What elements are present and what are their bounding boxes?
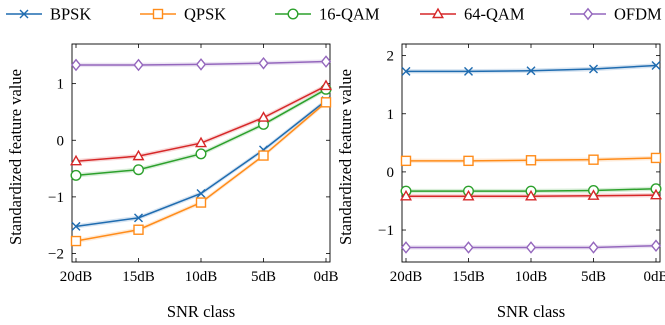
data-point — [401, 66, 411, 76]
series-bpsk — [71, 96, 331, 231]
y-tick-label: 1 — [57, 77, 65, 93]
legend-marker-64-qam — [432, 7, 444, 19]
data-point — [650, 239, 662, 253]
legend-item-16-qam: 16-QAM — [275, 5, 380, 24]
y-axis-label: Standardized feature value — [336, 69, 355, 245]
x-axis-label: SNR class — [167, 302, 235, 321]
legend-label-16-qam: 16-QAM — [319, 5, 380, 24]
series-64-qam — [70, 79, 332, 166]
x-tick-label: 15dB — [122, 269, 155, 285]
data-point — [132, 149, 145, 161]
legend-marker-16-qam — [287, 8, 299, 20]
legend-marker-ofdm — [582, 7, 594, 21]
x-tick-label: 5dB — [581, 269, 606, 285]
data-point — [195, 197, 207, 208]
x-tick-label: 20dB — [390, 269, 423, 285]
y-tick-label: 0 — [387, 165, 395, 181]
y-tick-label: 0 — [57, 133, 65, 149]
y-tick-label: −1 — [48, 190, 64, 206]
x-tick-label: 20dB — [60, 269, 93, 285]
data-point — [70, 235, 82, 247]
data-point — [463, 155, 474, 167]
legend-label-qpsk: QPSK — [184, 5, 226, 24]
data-point — [70, 154, 82, 166]
data-point — [320, 97, 332, 108]
y-tick-label: 2 — [387, 49, 395, 65]
data-point — [320, 55, 332, 68]
x-tick-label: 10dB — [185, 269, 218, 285]
x-tick-label: 0dB — [643, 269, 665, 285]
data-point — [651, 61, 661, 71]
data-point — [400, 155, 412, 167]
series-qpsk — [70, 97, 332, 247]
legend-item-bpsk: BPSK — [6, 5, 91, 24]
x-tick-label: 0dB — [313, 269, 338, 285]
y-axis-label: Standardized feature value — [6, 69, 25, 245]
data-point — [132, 164, 144, 176]
data-point — [196, 188, 206, 198]
data-point — [650, 152, 662, 164]
data-point — [258, 56, 269, 70]
data-point — [526, 66, 536, 76]
data-point — [195, 58, 207, 71]
series-64-qam — [400, 188, 662, 201]
series-ofdm — [70, 55, 332, 72]
x-tick-label: 15dB — [452, 269, 485, 285]
data-point — [588, 154, 599, 165]
data-point — [525, 155, 537, 166]
data-point — [195, 148, 207, 160]
series-ofdm — [400, 239, 662, 254]
data-point — [133, 58, 144, 72]
legend: BPSK QPSK 16-QAM 64-QAM OFDM — [6, 5, 662, 24]
y-tick-label: 1 — [387, 107, 395, 123]
legend-label-ofdm: OFDM — [614, 5, 662, 24]
legend-item-64-qam: 64-QAM — [420, 5, 525, 24]
data-point — [525, 189, 537, 201]
legend-label-bpsk: BPSK — [50, 5, 91, 24]
data-point — [588, 241, 599, 254]
legend-item-qpsk: QPSK — [140, 5, 226, 24]
legend-label-64-qam: 64-QAM — [464, 5, 525, 24]
left-chart: 20dB 15dB 10dB 5dB 0dB −2 −1 0 1 SNR class Standar… — [6, 43, 339, 321]
x-tick-label: 5dB — [251, 269, 276, 285]
data-point — [589, 64, 598, 74]
data-point — [400, 189, 412, 201]
data-point — [400, 241, 412, 254]
x-axis-label: SNR class — [497, 302, 565, 321]
data-point — [71, 221, 81, 231]
data-point — [70, 169, 82, 181]
confidence-band — [76, 98, 326, 229]
series-qpsk — [400, 152, 662, 167]
data-point — [650, 188, 662, 200]
data-point — [525, 241, 537, 254]
data-point — [320, 79, 332, 91]
data-point — [70, 58, 82, 72]
data-point — [258, 150, 269, 161]
right-chart: 20dB 15dB 10dB 5dB 0dB −1 0 1 2 SNR class Standard… — [336, 43, 665, 321]
legend-marker-bpsk — [19, 9, 29, 19]
data-point — [464, 66, 473, 76]
y-tick-label: −2 — [48, 247, 64, 263]
series-16-qam — [70, 83, 332, 181]
y-tick-label: −1 — [378, 223, 394, 239]
data-point — [257, 111, 270, 122]
data-point — [195, 136, 207, 148]
plot-area — [401, 43, 661, 263]
data-point — [133, 224, 144, 235]
x-tick-label: 10dB — [515, 269, 548, 285]
legend-item-ofdm: OFDM — [570, 5, 662, 24]
data-point — [463, 241, 474, 254]
data-point — [587, 189, 600, 200]
data-point — [134, 213, 143, 223]
series-bpsk — [401, 61, 661, 76]
legend-marker-qpsk — [152, 8, 164, 20]
data-point — [462, 189, 475, 201]
